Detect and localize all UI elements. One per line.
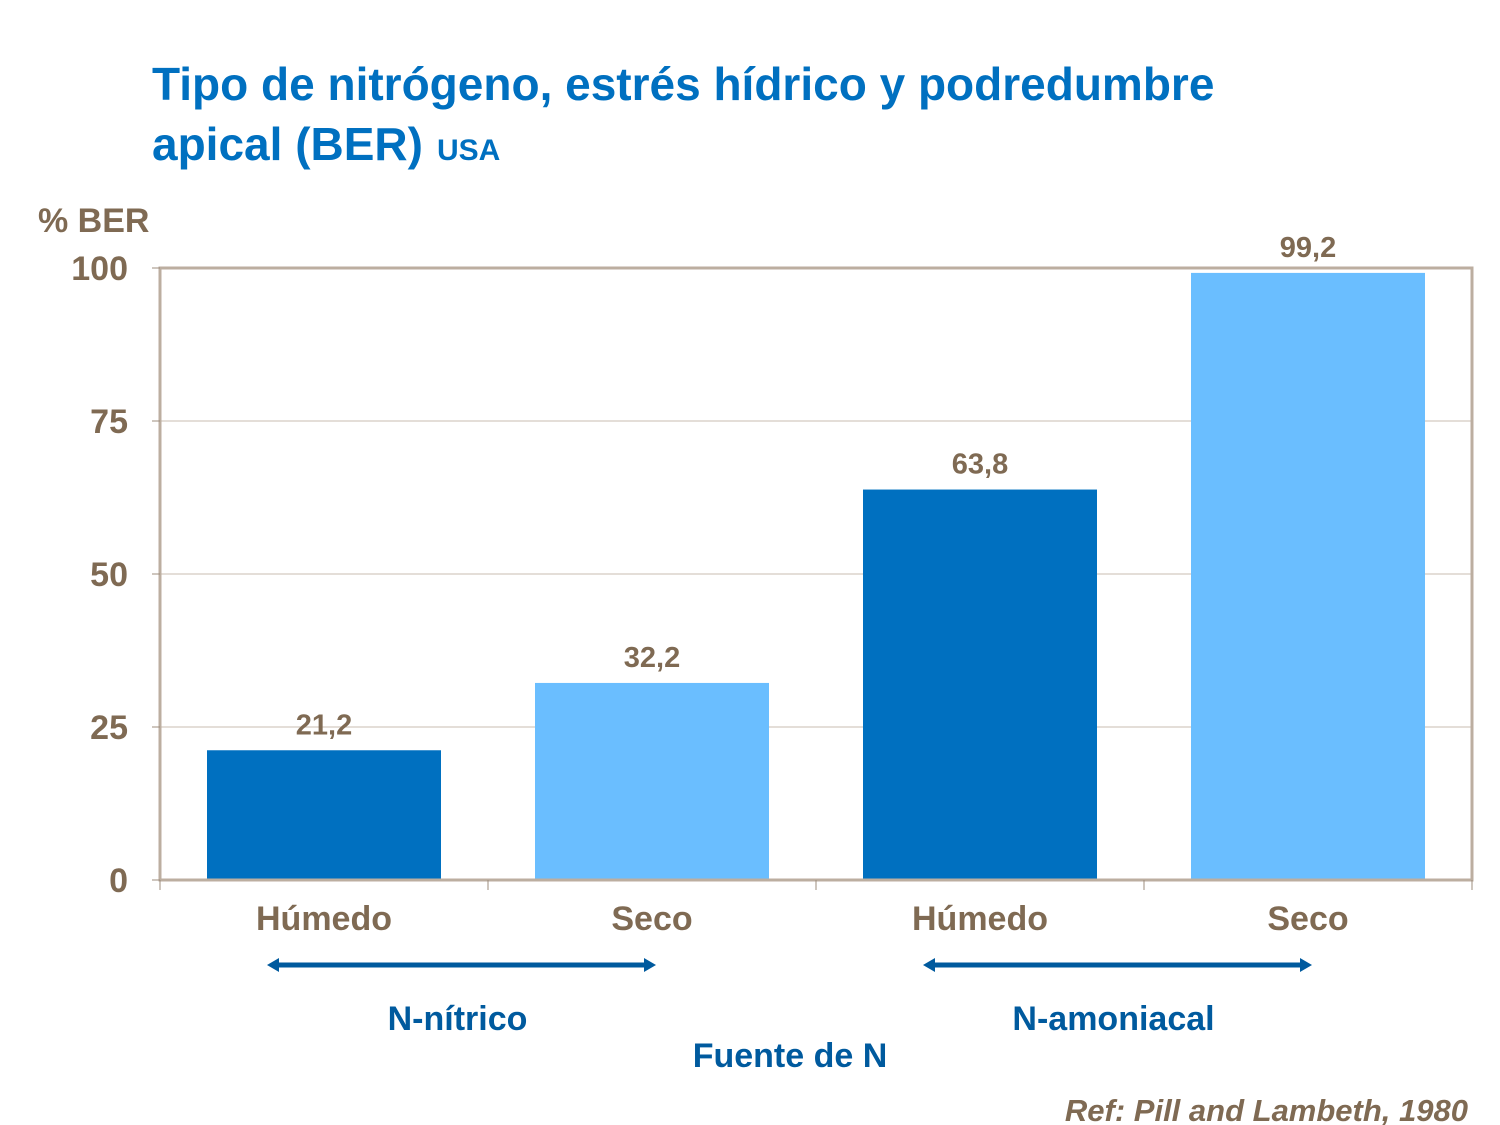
data-label: 32,2 [624, 642, 680, 674]
chart-title-line1: Tipo de nitrógeno, estrés hídrico y podr… [152, 58, 1214, 110]
bar [207, 750, 441, 880]
arrow-left-icon [923, 958, 935, 972]
x-tick-label: Seco [611, 900, 692, 938]
y-tick-label: 25 [90, 709, 128, 747]
arrow-left-icon [267, 958, 279, 972]
chart-title-line2: apical (BER) USA [152, 118, 500, 170]
data-label: 63,8 [952, 449, 1008, 481]
y-tick-label: 100 [71, 250, 128, 288]
x-axis-label: Fuente de N [693, 1037, 888, 1075]
bar [863, 489, 1097, 880]
data-label: 21,2 [296, 709, 352, 741]
reference-note: Ref: Pill and Lambeth, 1980 [1065, 1093, 1468, 1125]
chart-subtitle: USA [437, 134, 500, 167]
y-tick-label: 75 [90, 403, 128, 441]
bar [535, 682, 769, 880]
arrow-right-icon [644, 958, 656, 972]
x-tick-label: Húmedo [256, 900, 392, 938]
bar [1191, 272, 1425, 880]
arrow-right-icon [1300, 958, 1312, 972]
group-label: N-amoniacal [1012, 1000, 1214, 1038]
data-label: 99,2 [1280, 232, 1336, 264]
y-axis-label: % BER [38, 202, 149, 240]
y-tick-label: 50 [90, 556, 128, 594]
chart-title-line2-text: apical (BER) [152, 118, 423, 170]
group-label: N-nítrico [388, 1000, 528, 1038]
x-tick-label: Húmedo [912, 900, 1048, 938]
x-tick-label: Seco [1267, 900, 1348, 938]
y-tick-label: 0 [109, 862, 128, 900]
